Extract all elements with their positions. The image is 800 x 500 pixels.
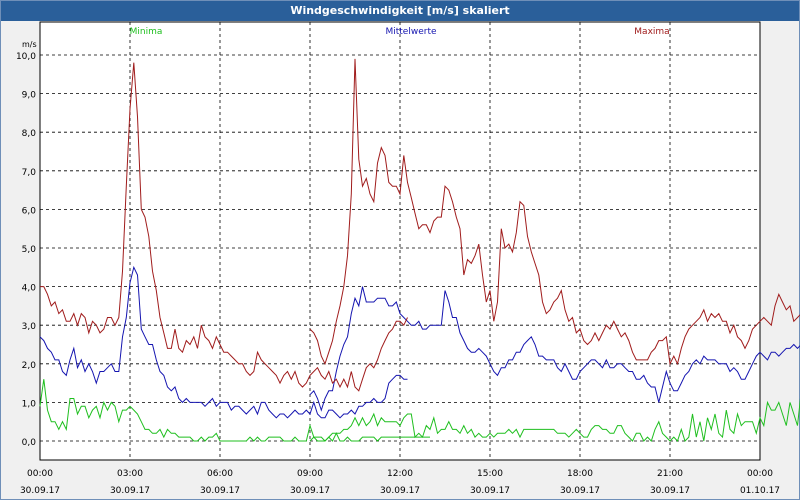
x-tick-date: 30.09.17: [470, 486, 510, 496]
legend-entry-min: Minima: [130, 27, 163, 37]
y-tick-label: 9,0: [22, 91, 37, 101]
x-tick-date: 30.09.17: [380, 486, 420, 496]
x-tick-time: 21:00: [657, 469, 683, 479]
legend: Minima Mittelwerte Maxima: [130, 27, 670, 37]
y-tick-label: 3,0: [22, 322, 37, 332]
y-tick-label: 4,0: [22, 284, 37, 294]
x-tick-time: 15:00: [477, 469, 503, 479]
legend-entry-mean: Mittelwerte: [385, 27, 436, 37]
grid-lines: [40, 22, 760, 460]
axes: 0,0 1,0 2,0 3,0 4,0 5,0 6,0 7,0 8,0 9,0 10,0 m/s 00:…: [16, 40, 780, 496]
y-tick-label: 1,0: [22, 399, 37, 409]
x-tick-date: 30.09.17: [290, 486, 330, 496]
series-line-min: [39, 379, 430, 442]
x-tick-date: 30.09.17: [110, 486, 150, 496]
x-tick-time: 12:00: [387, 469, 413, 479]
x-tick-time: 18:00: [567, 469, 593, 479]
window-title: Windgeschwindigkeit [m/s] skaliert: [1, 1, 799, 21]
y-tick-label: 6,0: [22, 206, 37, 216]
legend-entry-max: Maxima: [634, 27, 669, 37]
x-tick-time: 09:00: [297, 469, 323, 479]
series-line-min: [309, 398, 800, 442]
y-axis-unit: m/s: [22, 40, 37, 49]
x-tick-time: 06:00: [207, 469, 233, 479]
y-tick-label: 10,0: [16, 52, 36, 62]
x-tick-time: 03:00: [117, 469, 143, 479]
x-tick-date: 01.10.17: [740, 486, 780, 496]
series-line-max: [309, 58, 800, 366]
y-tick-label: 5,0: [22, 245, 37, 255]
series-lines: [39, 58, 800, 442]
y-tick-label: 2,0: [22, 361, 37, 371]
x-tick-date: 30.09.17: [200, 486, 240, 496]
y-tick-label: 8,0: [22, 129, 37, 139]
y-tick-label: 0,0: [22, 438, 37, 448]
y-tick-label: 7,0: [22, 168, 37, 178]
series-line-max: [40, 62, 408, 392]
series-line-mean: [39, 265, 408, 419]
x-tick-date: 30.09.17: [20, 486, 60, 496]
x-tick-time: 00:00: [747, 469, 773, 479]
x-tick-date: 30.09.17: [560, 486, 600, 496]
x-tick-date: 30.09.17: [650, 486, 690, 496]
x-tick-time: 00:00: [27, 469, 53, 479]
series-line-mean: [309, 286, 800, 412]
